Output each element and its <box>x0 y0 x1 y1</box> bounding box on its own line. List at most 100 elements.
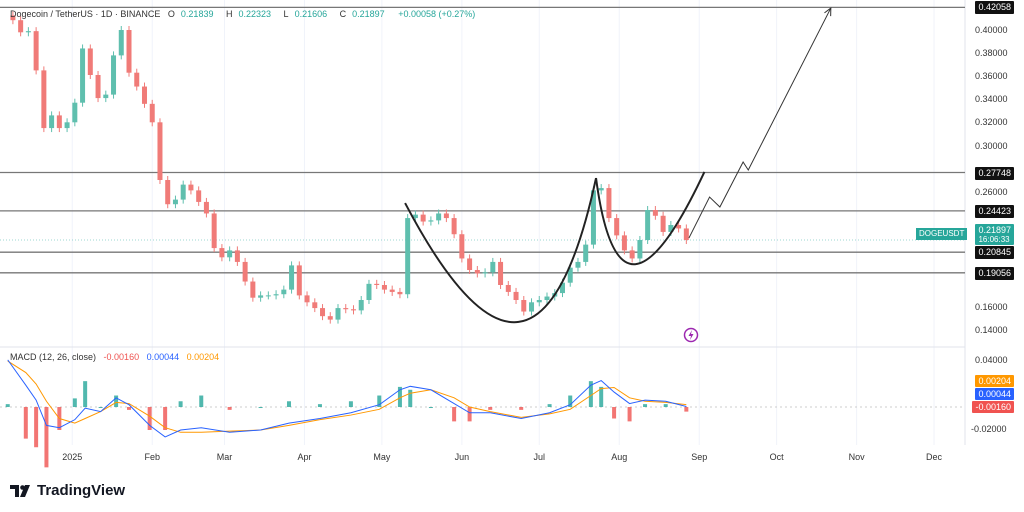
candle <box>95 75 101 99</box>
time-axis-label: Jun <box>454 452 470 462</box>
candle <box>80 48 86 103</box>
candle <box>583 244 589 262</box>
macd-axis-label: 0.04000 <box>975 355 1008 366</box>
macd-histogram-bar <box>127 407 132 410</box>
candle <box>505 285 511 292</box>
price-axis-label: 0.40000 <box>975 25 1008 36</box>
candle <box>296 265 302 296</box>
macd-histogram-bar <box>227 407 232 410</box>
macd-histogram-bar <box>643 404 648 408</box>
candle <box>629 250 635 259</box>
candle <box>72 102 78 123</box>
candle <box>428 220 434 222</box>
macd-panel <box>0 359 965 468</box>
candle <box>327 316 333 320</box>
macd-histogram-bar <box>23 407 28 439</box>
macd-histogram-bar <box>114 395 119 408</box>
candle <box>614 218 620 236</box>
candle <box>350 309 356 311</box>
macd-signal-value: 0.00204 <box>186 352 220 362</box>
change-value: +0.00058 (+0.27%) <box>398 9 476 19</box>
macd-signal-badge: 0.00204 <box>975 375 1014 387</box>
current-price-badge: 0.21897 16:06:33 <box>975 224 1014 246</box>
macd-histogram-bar <box>519 407 524 410</box>
low-value: 0.21606 <box>294 9 328 19</box>
macd-histogram-bar <box>488 407 493 410</box>
macd-histogram-bar <box>547 404 552 408</box>
candles <box>10 11 689 324</box>
cup-curve <box>404 177 598 324</box>
macd-axis-label: -0.02000 <box>971 424 1007 434</box>
open-value: 0.21839 <box>180 9 214 19</box>
macd-histogram-bar <box>684 407 689 412</box>
macd-histogram-bar <box>317 404 322 408</box>
candle <box>621 235 627 251</box>
time-axis-label: Nov <box>848 452 865 462</box>
macd-histogram-bar <box>408 389 413 408</box>
candle <box>451 218 457 235</box>
high-value: 0.22323 <box>238 9 272 19</box>
time-axis-label: Dec <box>926 452 943 462</box>
drawings <box>404 7 832 324</box>
level-price-badge: 0.20845 <box>975 246 1014 260</box>
candle <box>498 261 504 285</box>
candle <box>242 261 248 282</box>
candle <box>343 308 349 310</box>
candle <box>474 270 480 274</box>
candle <box>482 272 488 274</box>
time-axis-label: Apr <box>297 452 312 462</box>
candle <box>273 294 279 296</box>
macd-hist-value: -0.00160 <box>103 352 140 362</box>
candle <box>312 302 318 309</box>
lightning-icon[interactable] <box>683 327 699 343</box>
candle <box>590 190 596 245</box>
macd-histogram-bar <box>286 401 291 408</box>
level-price-badge: 0.19056 <box>975 266 1014 280</box>
macd-histogram-bar <box>627 407 632 422</box>
level-price-badge: 0.27748 <box>975 166 1014 180</box>
candle <box>358 300 364 311</box>
price-axis-label: 0.14000 <box>975 325 1008 336</box>
time-axis-label: Mar <box>216 452 233 462</box>
candle <box>389 289 395 292</box>
macd-histogram-bar <box>258 407 263 409</box>
tradingview-logo: TradingView <box>10 482 125 499</box>
symbol-title: Dogecoin / TetherUS · 1D · BINANCE <box>10 9 161 19</box>
candle <box>320 308 326 317</box>
macd-histogram-bar <box>72 398 77 408</box>
time-axis-label: Oct <box>769 452 784 462</box>
candle <box>41 70 47 129</box>
candle <box>606 188 612 219</box>
candle <box>467 258 473 270</box>
candle <box>227 250 233 258</box>
candle <box>165 180 171 205</box>
candle <box>683 228 689 241</box>
candle <box>203 201 209 214</box>
candle <box>652 210 658 216</box>
candle <box>660 215 666 232</box>
time-axis-label: Jul <box>533 452 546 462</box>
time-axis-label: Aug <box>611 452 628 462</box>
macd-histogram-bar <box>568 395 573 408</box>
macd-histogram-bar <box>178 401 183 408</box>
macd-histogram-bar <box>83 381 88 408</box>
macd-histogram-bar <box>44 407 49 468</box>
candle <box>637 240 643 259</box>
macd-histogram-bar <box>377 395 382 408</box>
price-axis-label: 0.38000 <box>975 48 1008 59</box>
grid <box>0 0 966 445</box>
candle <box>196 190 202 202</box>
price-axis-label: 0.36000 <box>975 71 1008 82</box>
symbol-legend: Dogecoin / TetherUS · 1D · BINANCE O 0.21… <box>10 9 476 19</box>
price-axis-label: 0.26000 <box>975 186 1008 197</box>
candle <box>443 213 449 219</box>
symbol-badge: DOGEUSDT <box>916 228 968 241</box>
candle <box>676 225 682 229</box>
candle <box>211 213 217 249</box>
candle <box>157 122 163 180</box>
time-axis-label: May <box>373 452 391 462</box>
bar-countdown: 16:06:33 <box>978 235 1010 245</box>
candle <box>281 289 287 295</box>
candle <box>536 300 542 303</box>
